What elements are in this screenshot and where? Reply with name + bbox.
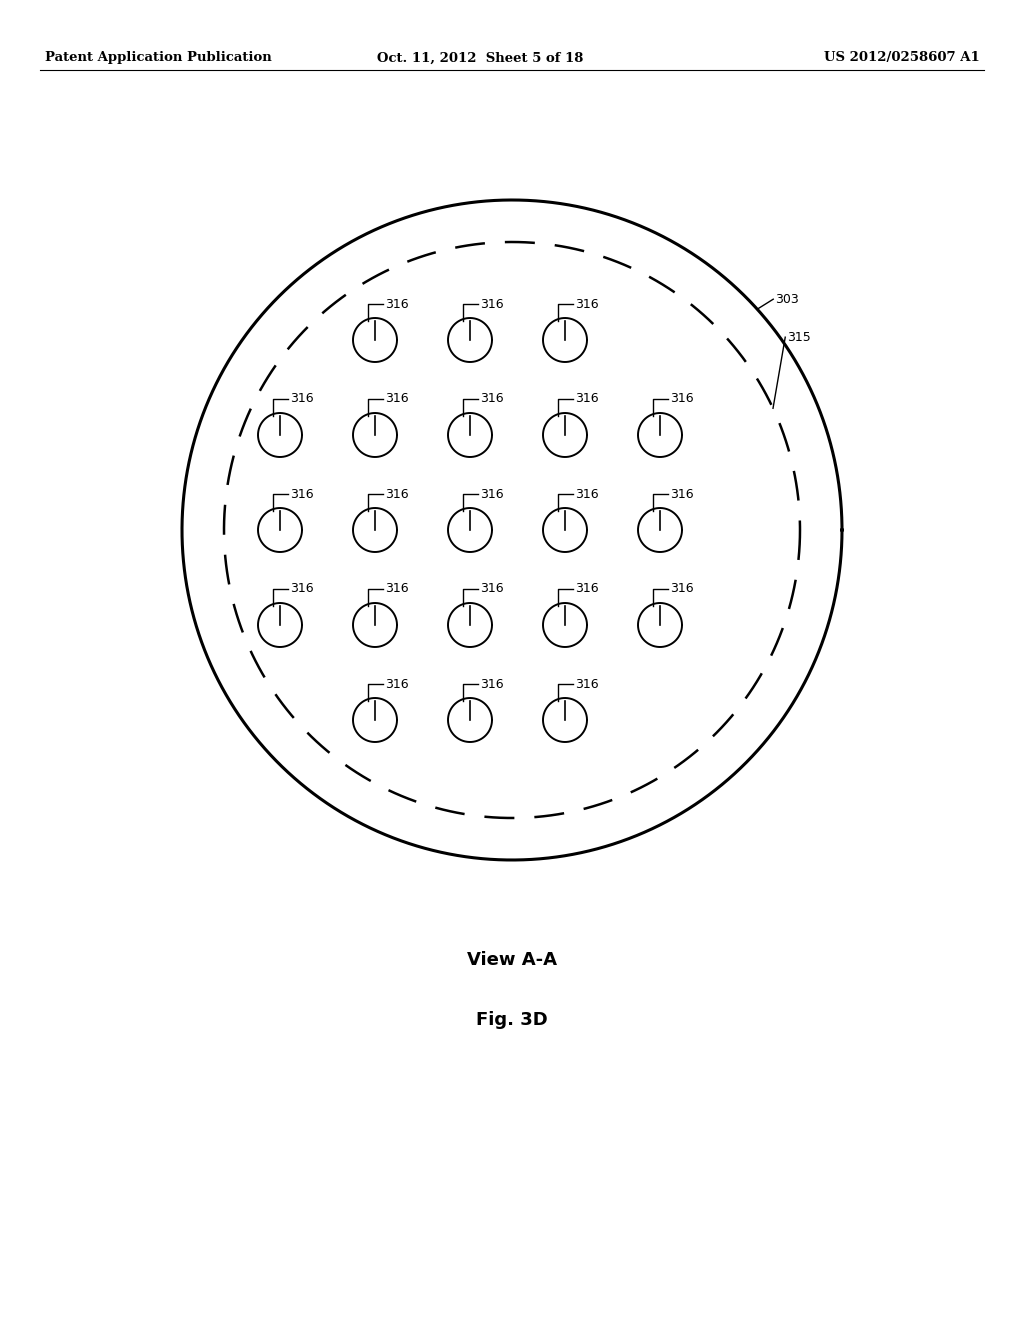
- Text: US 2012/0258607 A1: US 2012/0258607 A1: [824, 51, 980, 65]
- Text: 316: 316: [575, 582, 599, 595]
- Text: 316: 316: [670, 487, 693, 500]
- Text: 316: 316: [480, 677, 504, 690]
- Text: Patent Application Publication: Patent Application Publication: [45, 51, 271, 65]
- Text: 316: 316: [480, 297, 504, 310]
- Text: 316: 316: [480, 487, 504, 500]
- Text: 316: 316: [385, 487, 409, 500]
- Text: 303: 303: [775, 293, 799, 306]
- Text: Oct. 11, 2012  Sheet 5 of 18: Oct. 11, 2012 Sheet 5 of 18: [377, 51, 584, 65]
- Text: 316: 316: [290, 582, 313, 595]
- Text: 316: 316: [385, 297, 409, 310]
- Text: 316: 316: [290, 487, 313, 500]
- Text: 316: 316: [385, 392, 409, 405]
- Text: 316: 316: [385, 582, 409, 595]
- Text: 316: 316: [290, 392, 313, 405]
- Text: 316: 316: [480, 392, 504, 405]
- Text: 315: 315: [787, 331, 811, 343]
- Text: 316: 316: [575, 487, 599, 500]
- Text: 316: 316: [575, 297, 599, 310]
- Text: 316: 316: [575, 392, 599, 405]
- Text: 316: 316: [385, 677, 409, 690]
- Text: 316: 316: [670, 582, 693, 595]
- Text: Fig. 3D: Fig. 3D: [476, 1011, 548, 1030]
- Text: 316: 316: [480, 582, 504, 595]
- Text: 316: 316: [670, 392, 693, 405]
- Text: View A-A: View A-A: [467, 950, 557, 969]
- Text: 316: 316: [575, 677, 599, 690]
